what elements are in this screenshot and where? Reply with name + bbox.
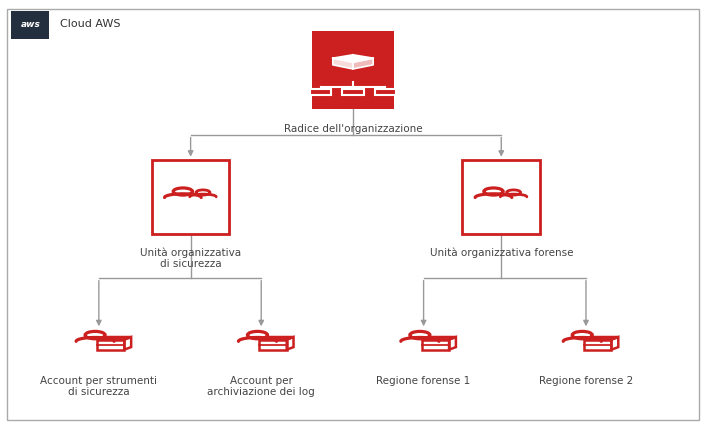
FancyBboxPatch shape: [375, 89, 396, 95]
Text: Cloud AWS: Cloud AWS: [60, 19, 121, 29]
Text: Account per strumenti
di sicurezza: Account per strumenti di sicurezza: [40, 375, 157, 397]
FancyBboxPatch shape: [342, 89, 364, 95]
FancyBboxPatch shape: [462, 160, 540, 234]
FancyBboxPatch shape: [7, 9, 699, 420]
FancyBboxPatch shape: [312, 31, 394, 109]
Text: Regione forense 1: Regione forense 1: [376, 375, 471, 386]
Polygon shape: [333, 55, 373, 62]
Polygon shape: [353, 58, 373, 69]
Text: Unità organizzativa forense: Unità organizzativa forense: [429, 247, 573, 257]
Text: Account per
archiviazione dei log: Account per archiviazione dei log: [208, 375, 315, 397]
Text: Unità organizzativa
di sicurezza: Unità organizzativa di sicurezza: [140, 247, 241, 269]
Text: Regione forense 2: Regione forense 2: [539, 375, 633, 386]
FancyBboxPatch shape: [152, 160, 229, 234]
Text: aws: aws: [20, 20, 40, 28]
FancyBboxPatch shape: [11, 11, 49, 39]
Polygon shape: [333, 58, 353, 69]
Text: Radice dell'organizzazione: Radice dell'organizzazione: [284, 124, 422, 134]
FancyBboxPatch shape: [310, 89, 331, 95]
